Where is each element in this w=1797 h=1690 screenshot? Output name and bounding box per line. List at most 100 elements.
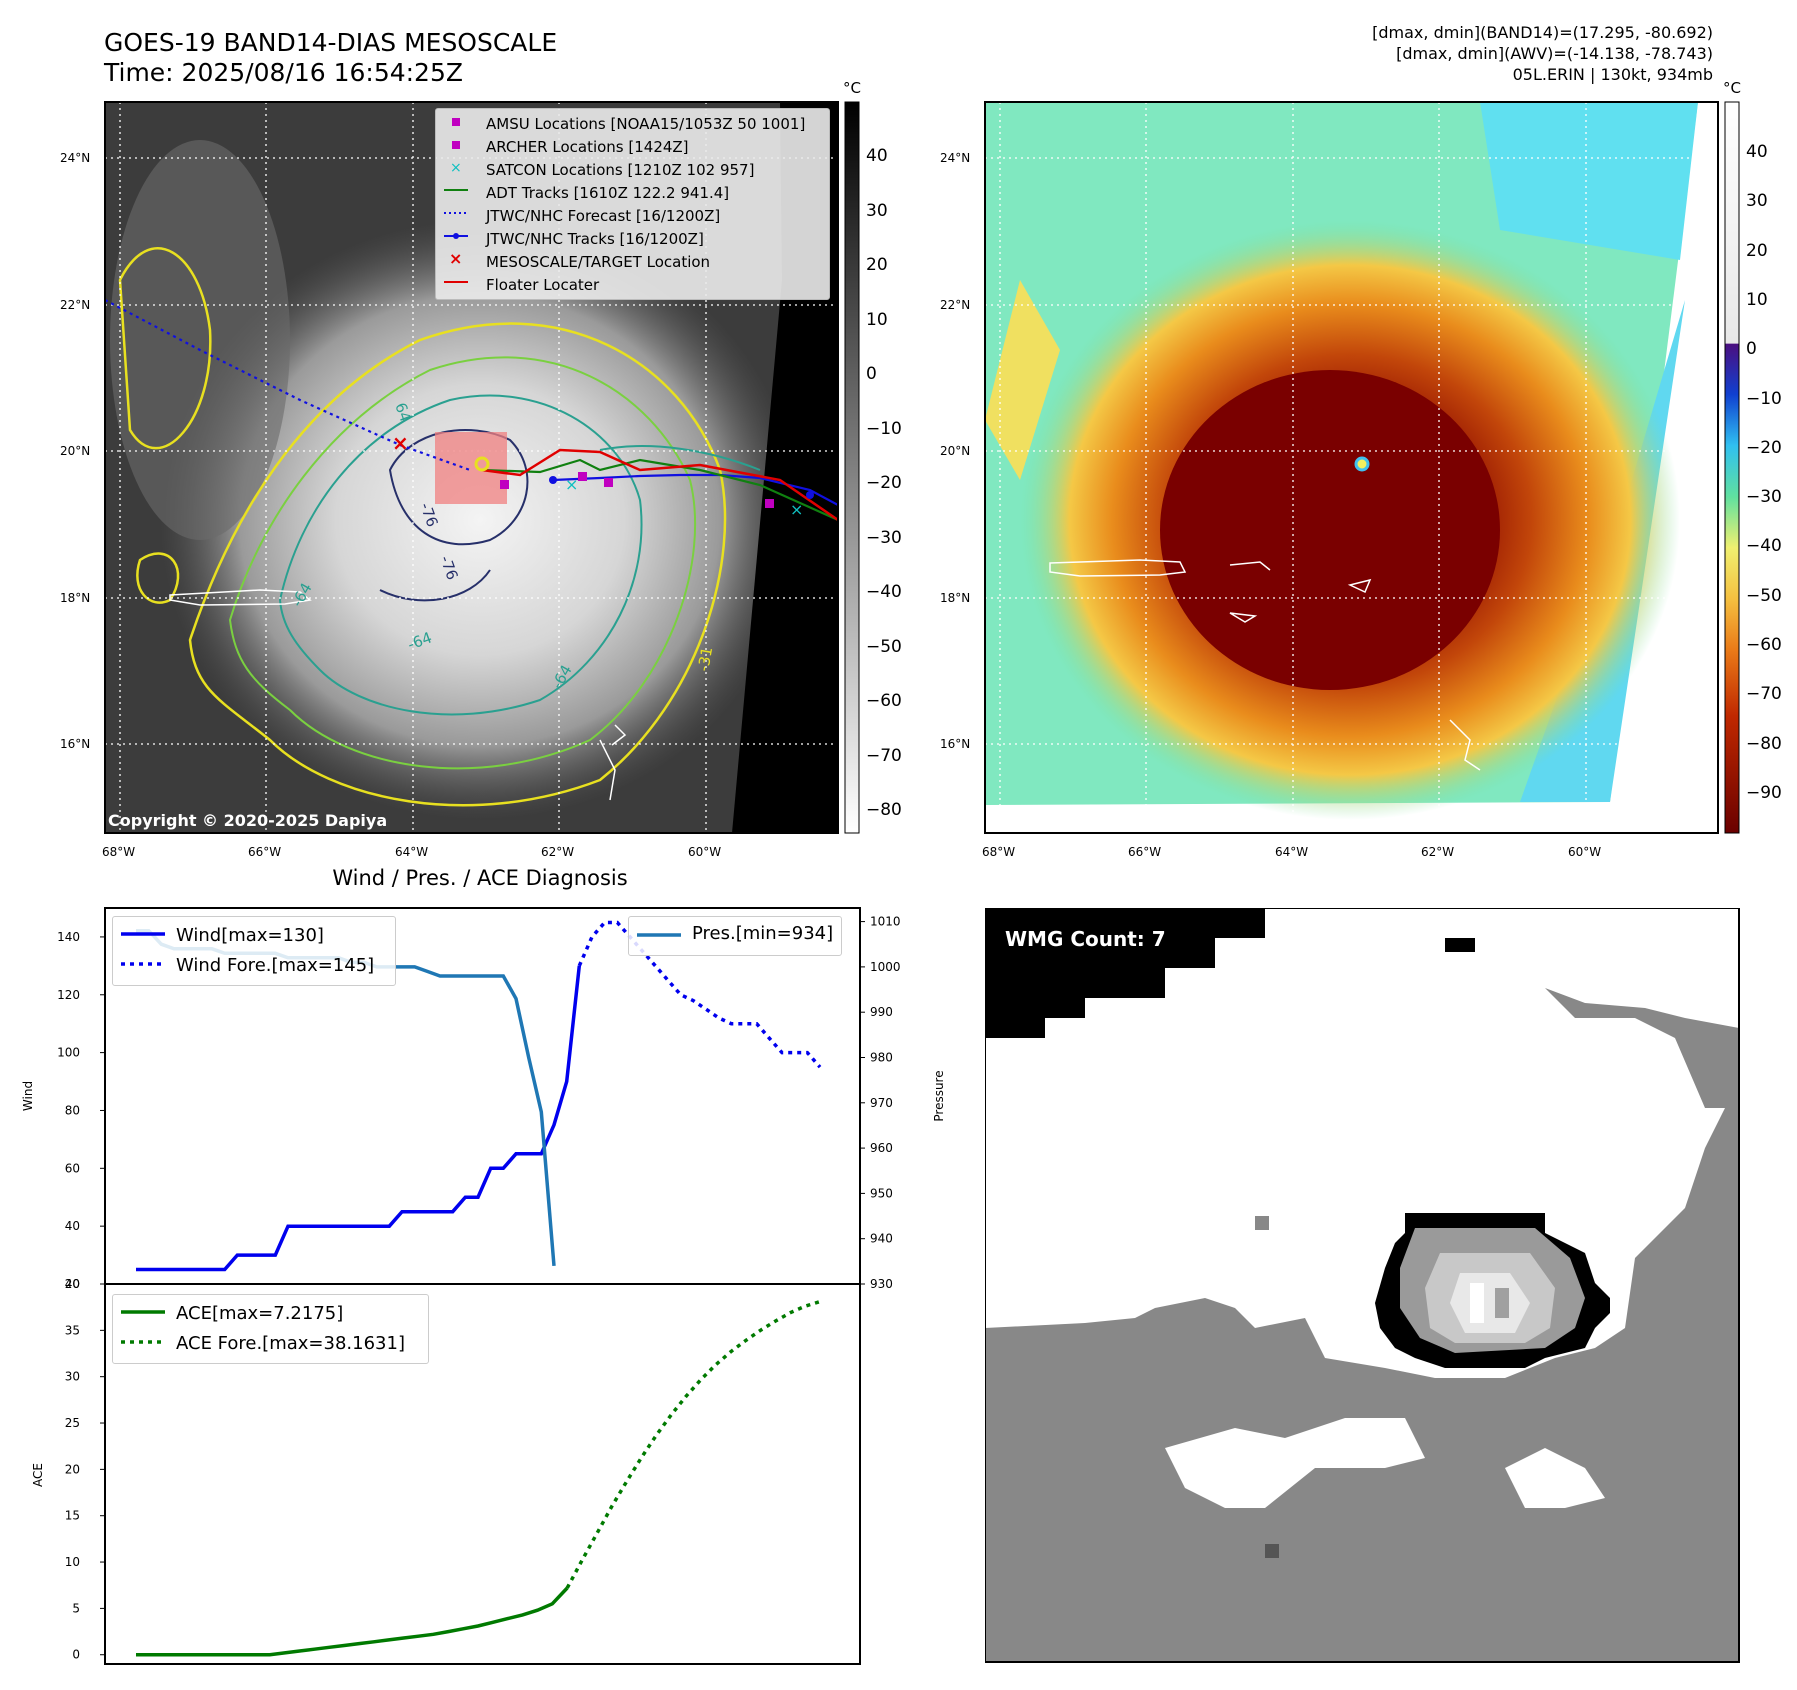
wind-legend: Wind[max=130] Wind Fore.[max=145]: [112, 916, 396, 986]
pressure-ytick-label: 930: [870, 1277, 893, 1291]
svg-text:×: ×: [450, 160, 462, 176]
ace-ytick-label: 15: [65, 1509, 80, 1523]
legend-ace: ACE[max=7.2175]: [176, 1303, 344, 1324]
wind-ytick-label: 140: [57, 930, 80, 944]
colorbar-tick: −30: [866, 527, 902, 548]
lon-label: 60°W: [688, 845, 722, 859]
ace-ytick-label: 25: [65, 1416, 80, 1430]
lat-label: 22°N: [940, 298, 971, 312]
colorbar-tick: −10: [1746, 388, 1782, 409]
lat-label: 20°N: [940, 444, 971, 458]
gray-colorbar-unit: °C: [843, 79, 861, 97]
ace-ytick-label: 40: [65, 1277, 80, 1291]
wmg-panel: WMG Count: 7: [985, 908, 1740, 1663]
ace-ytick-label: 35: [65, 1323, 80, 1337]
colorbar-tick: −60: [1746, 635, 1782, 655]
wind-legend-symbols: [121, 932, 165, 966]
colorbar-tick: 0: [1746, 339, 1757, 360]
lon-label: 64°W: [1275, 845, 1309, 859]
copyright-text: Copyright © 2020-2025 Dapiya: [108, 811, 387, 830]
lat-label: 16°N: [60, 737, 91, 751]
ace-ytick-label: 20: [65, 1462, 80, 1476]
legend-item: ADT Tracks [1610Z 122.2 941.4]: [486, 184, 730, 202]
storm-info-text: 05L.ERIN | 130kt, 934mb: [1512, 65, 1713, 84]
svg-text:×: ×: [449, 249, 462, 268]
wind-ytick-label: 60: [65, 1161, 80, 1175]
lon-label: 68°W: [102, 845, 136, 859]
pressure-ytick-label: 950: [870, 1186, 893, 1200]
contour-label: 64: [391, 400, 414, 424]
colorbar-tick: −50: [866, 636, 902, 657]
legend-item: JTWC/NHC Forecast [16/1200Z]: [486, 207, 721, 225]
colorbar-tick: −50: [1746, 585, 1782, 606]
colorbar-tick: −80: [866, 800, 902, 820]
colorbar-tick: −10: [866, 418, 902, 439]
color-colorbar-unit: °C: [1723, 79, 1741, 97]
wmg-count-label: WMG Count: 7: [1005, 927, 1166, 951]
colorbar-tick: −70: [1746, 684, 1782, 705]
dmax-band14-text: [dmax, dmin](BAND14)=(17.295, -80.692): [1372, 23, 1713, 42]
lat-label: 18°N: [60, 591, 91, 605]
lon-label: 68°W: [982, 845, 1016, 859]
ace-forecast-line: [565, 1299, 821, 1589]
pressure-ylabel: Pressure: [932, 1070, 946, 1121]
lon-label: 66°W: [1128, 845, 1162, 859]
contour-label: -31: [694, 645, 716, 672]
colorbar-tick: −30: [1746, 487, 1782, 508]
wind-ytick-label: 100: [57, 1046, 80, 1060]
legend-ace-forecast: ACE Fore.[max=38.1631]: [176, 1333, 405, 1354]
lon-label: 62°W: [541, 845, 575, 859]
pressure-ytick-label: 990: [870, 1005, 893, 1019]
legend-symbols: × ×: [444, 118, 468, 283]
legend-item: AMSU Locations [NOAA15/1053Z 50 1001]: [486, 115, 806, 133]
pressure-ytick-label: 940: [870, 1232, 893, 1246]
colorbar-tick: −40: [866, 582, 902, 602]
colorbar-tick: 0: [866, 364, 877, 384]
lon-label: 62°W: [1421, 845, 1455, 859]
colorbar-tick: 20: [1746, 240, 1768, 261]
ace-legend-symbols: [121, 1310, 165, 1344]
pressure-legend: Pres.[min=934]: [628, 916, 842, 956]
dmax-awv-text: [dmax, dmin](AWV)=(-14.138, -78.743): [1396, 44, 1713, 63]
colorbar-tick: 30: [1746, 191, 1768, 212]
ace-legend: ACE[max=7.2175] ACE Fore.[max=38.1631]: [112, 1294, 429, 1364]
lat-label: 16°N: [940, 737, 971, 751]
pressure-ytick-label: 970: [870, 1096, 893, 1110]
lat-label: 24°N: [940, 151, 971, 165]
wind-ylabel: Wind: [21, 1081, 35, 1111]
ace-ytick-label: 5: [72, 1601, 80, 1615]
colorbar-tick: −80: [1746, 733, 1782, 754]
colorbar-tick: 20: [866, 255, 888, 275]
wind-ytick-label: 120: [57, 988, 80, 1002]
legend-wind-forecast: Wind Fore.[max=145]: [176, 955, 375, 976]
legend-item: JTWC/NHC Tracks [16/1200Z]: [486, 230, 704, 248]
lat-label: 24°N: [60, 151, 91, 165]
lon-label: 64°W: [395, 845, 429, 859]
wind-ytick-label: 40: [65, 1219, 80, 1233]
ace-ytick-label: 10: [65, 1555, 80, 1569]
diagnosis-title: Wind / Pres. / ACE Diagnosis: [332, 866, 628, 890]
legend-wind: Wind[max=130]: [176, 925, 324, 946]
legend-item: ARCHER Locations [1424Z]: [486, 138, 689, 156]
svg-text:×: ×: [565, 475, 578, 494]
chart-title: GOES-19 BAND14-DIAS MESOSCALE: [104, 28, 558, 57]
wind-line: [136, 965, 582, 1272]
colorbar-tick: −20: [1746, 437, 1782, 458]
ace-ytick-label: 0: [72, 1648, 80, 1662]
pressure-ytick-label: 960: [870, 1141, 893, 1155]
colorbar-tick: −90: [1746, 782, 1782, 803]
pressure-ytick-label: 1000: [870, 960, 901, 974]
lat-label: 22°N: [60, 298, 91, 312]
lat-label: 20°N: [60, 444, 91, 458]
chart-time: Time: 2025/08/16 16:54:25Z: [104, 58, 463, 87]
colorbar-tick: 40: [1746, 142, 1768, 162]
wind-ytick-label: 20: [65, 1277, 80, 1291]
colorbar-tick: 10: [1746, 289, 1768, 310]
legend-item: Floater Locater: [486, 276, 600, 294]
colorbar-tick: 40: [866, 146, 888, 166]
colorbar-tick: −60: [866, 691, 902, 711]
wind-ytick-label: 80: [65, 1103, 80, 1117]
legend-pressure: Pres.[min=934]: [692, 923, 834, 944]
ace-ytick-label: 30: [65, 1370, 80, 1384]
pressure-legend-symbol: [637, 933, 681, 937]
